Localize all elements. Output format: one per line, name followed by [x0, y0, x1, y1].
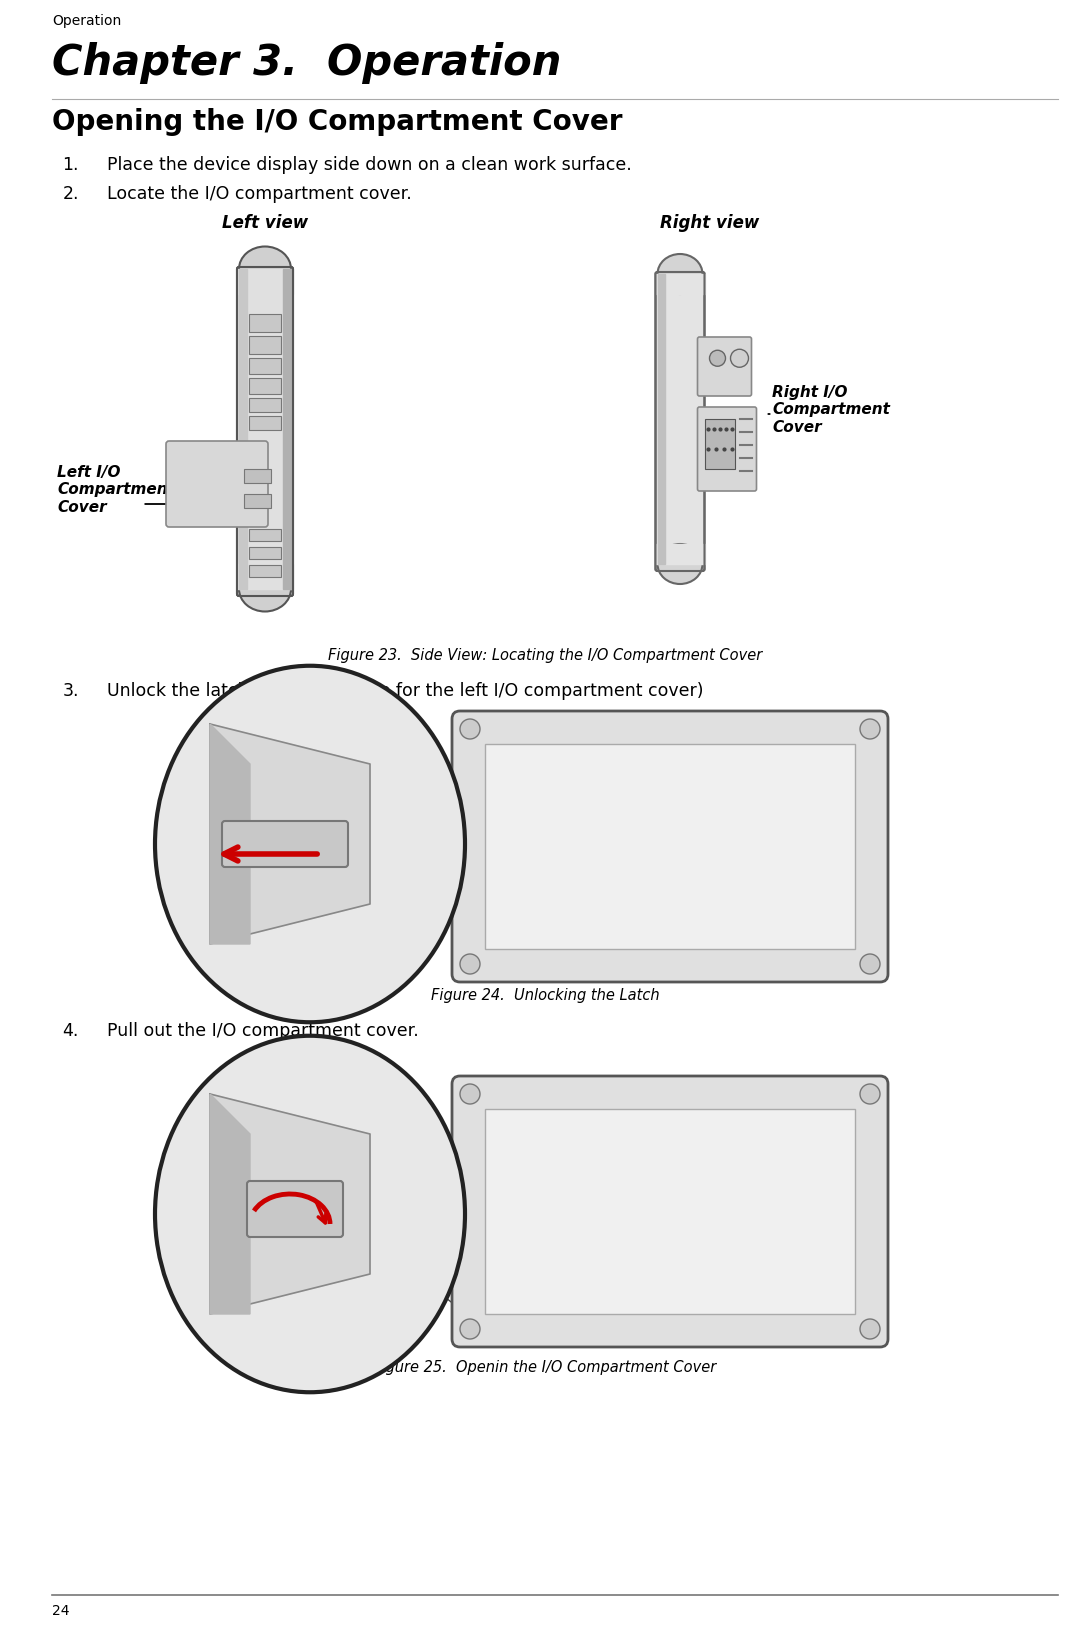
Circle shape — [709, 351, 726, 367]
Text: 4.: 4. — [62, 1022, 79, 1040]
Text: 1.: 1. — [62, 157, 79, 175]
Bar — [249, 566, 281, 578]
Text: Right view: Right view — [660, 214, 759, 232]
Polygon shape — [209, 1095, 250, 1314]
Polygon shape — [209, 1095, 370, 1314]
Bar — [485, 744, 855, 950]
Text: Opening the I/O Compartment Cover: Opening the I/O Compartment Cover — [52, 108, 623, 135]
Bar — [249, 530, 281, 542]
Polygon shape — [283, 269, 291, 589]
Text: Left I/O
Compartment
Cover: Left I/O Compartment Cover — [58, 465, 176, 514]
FancyBboxPatch shape — [452, 712, 888, 982]
FancyBboxPatch shape — [697, 408, 756, 491]
Circle shape — [860, 1319, 880, 1340]
Text: Figure 25.  Openin the I/O Compartment Cover: Figure 25. Openin the I/O Compartment Co… — [373, 1359, 717, 1374]
Circle shape — [860, 955, 880, 974]
Circle shape — [860, 1084, 880, 1105]
Text: 24: 24 — [52, 1603, 70, 1617]
Polygon shape — [658, 274, 664, 565]
Bar — [705, 419, 734, 470]
FancyBboxPatch shape — [656, 273, 705, 571]
Bar — [249, 315, 281, 333]
Circle shape — [860, 720, 880, 739]
Bar — [249, 379, 281, 395]
Text: Locate the I/O compartment cover.: Locate the I/O compartment cover. — [107, 184, 412, 202]
Text: 3.: 3. — [62, 682, 79, 700]
FancyBboxPatch shape — [697, 338, 752, 397]
Text: Chapter 3.  Operation: Chapter 3. Operation — [52, 42, 562, 83]
Text: Unlock the latch. (Only available for the left I/O compartment cover): Unlock the latch. (Only available for th… — [107, 682, 704, 700]
Circle shape — [460, 955, 480, 974]
Ellipse shape — [155, 666, 465, 1023]
Bar — [249, 398, 281, 413]
Ellipse shape — [658, 545, 703, 584]
FancyBboxPatch shape — [221, 821, 348, 868]
Circle shape — [460, 1084, 480, 1105]
Ellipse shape — [155, 1036, 465, 1392]
Ellipse shape — [658, 255, 703, 295]
Text: Left view: Left view — [221, 214, 308, 232]
Bar — [249, 336, 281, 354]
Text: Pull out the I/O compartment cover.: Pull out the I/O compartment cover. — [107, 1022, 419, 1040]
Bar — [249, 548, 281, 560]
Circle shape — [460, 720, 480, 739]
Bar — [249, 359, 281, 375]
Polygon shape — [237, 565, 293, 589]
Circle shape — [460, 1319, 480, 1340]
Ellipse shape — [239, 248, 291, 292]
Polygon shape — [656, 545, 705, 565]
Bar — [249, 416, 281, 431]
Text: Right I/O
Compartment
Cover: Right I/O Compartment Cover — [772, 385, 890, 434]
Text: 2.: 2. — [62, 184, 79, 202]
FancyBboxPatch shape — [166, 442, 268, 527]
Text: Place the device display side down on a clean work surface.: Place the device display side down on a … — [107, 157, 632, 175]
Polygon shape — [209, 725, 370, 945]
Polygon shape — [237, 269, 293, 295]
Text: Figure 23.  Side View: Locating the I/O Compartment Cover: Figure 23. Side View: Locating the I/O C… — [328, 648, 763, 663]
Bar — [244, 470, 271, 483]
Bar — [485, 1110, 855, 1314]
FancyBboxPatch shape — [237, 268, 293, 597]
Text: Figure 24.  Unlocking the Latch: Figure 24. Unlocking the Latch — [431, 987, 659, 1002]
Polygon shape — [656, 274, 705, 295]
Polygon shape — [239, 269, 247, 589]
Ellipse shape — [239, 568, 291, 612]
Text: Operation: Operation — [52, 15, 121, 28]
Bar — [244, 494, 271, 509]
FancyBboxPatch shape — [247, 1182, 343, 1237]
Circle shape — [731, 349, 748, 369]
Polygon shape — [209, 725, 250, 945]
FancyBboxPatch shape — [452, 1077, 888, 1346]
